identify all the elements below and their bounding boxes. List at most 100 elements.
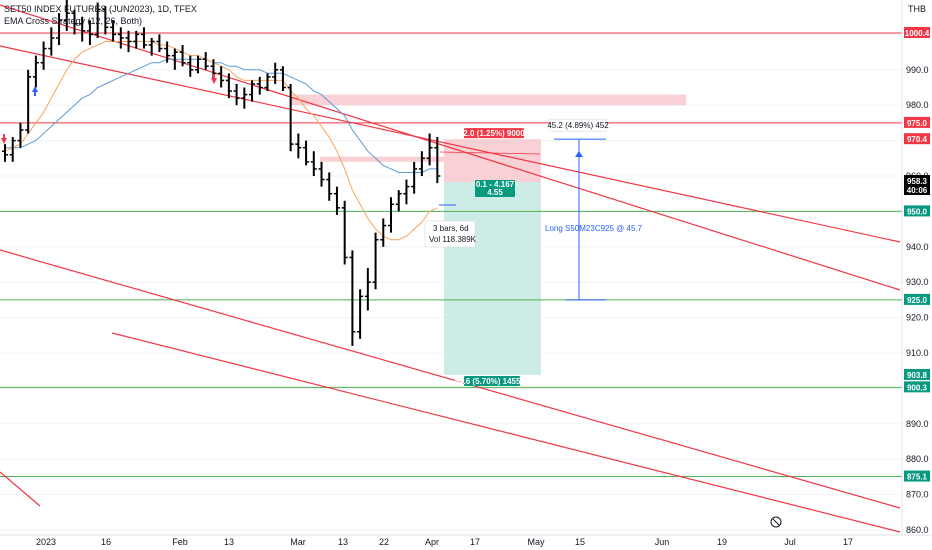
time-tick: Jul bbox=[784, 537, 796, 547]
level-tag bbox=[904, 470, 930, 482]
price-bar bbox=[48, 27, 55, 56]
measure-label: 45.2 (4.89%) 452 bbox=[547, 121, 609, 130]
time-tick: Feb bbox=[172, 537, 188, 547]
price-tick: 920.0 bbox=[906, 313, 929, 323]
price-bar bbox=[287, 83, 294, 152]
price-bars bbox=[2, 0, 441, 346]
entry-label-ratio: 4.55 bbox=[487, 188, 503, 197]
price-bar bbox=[310, 151, 317, 176]
event-icon-mark bbox=[772, 518, 780, 526]
time-axis[interactable]: 2023 16 Feb 13 Mar 13 22 Apr 17 May 15 Jun 19 Jul 17 bbox=[0, 516, 932, 547]
price-tick: 890.0 bbox=[906, 419, 929, 429]
long-order-label: Long S50M23C925 @ 45.7 bbox=[545, 224, 643, 233]
symbol-title: SET50 INDEX FUTURES (JUN2023), 1D, TFEX bbox=[4, 4, 197, 14]
time-tick: 2023 bbox=[36, 537, 56, 547]
channel-line bbox=[111, 332, 901, 533]
price-bar bbox=[256, 76, 263, 95]
price-bar bbox=[125, 30, 132, 53]
price-bar bbox=[395, 190, 402, 212]
price-bar bbox=[233, 83, 240, 106]
price-bar bbox=[2, 144, 8, 162]
price-bar bbox=[241, 87, 248, 109]
price-bar bbox=[318, 161, 325, 187]
level-tag-label: 950.0 bbox=[907, 207, 928, 216]
range-box bbox=[424, 220, 476, 248]
sell-signal-arrow-icon bbox=[211, 74, 217, 84]
time-tick: 13 bbox=[224, 537, 234, 547]
price-tick: 870.0 bbox=[906, 490, 929, 500]
price-tick: 990.0 bbox=[906, 65, 929, 75]
range-label: 3 bars, 6d bbox=[433, 224, 469, 233]
price-bar bbox=[140, 27, 147, 49]
price-bar bbox=[434, 137, 441, 184]
channel-line bbox=[0, 45, 901, 243]
level-tag bbox=[904, 293, 930, 305]
axis-tag-label: 903.8 bbox=[907, 371, 928, 380]
channel-line bbox=[0, 249, 901, 509]
price-bar bbox=[171, 48, 178, 70]
level-tag bbox=[904, 205, 930, 217]
price-bar bbox=[117, 27, 124, 49]
entry-label-box bbox=[475, 180, 515, 198]
price-axis[interactable]: 860.0 870.0 880.0 890.0 910.0 920.0 930.0 940.0… bbox=[901, 0, 930, 535]
sell-signal-arrow-icon bbox=[1, 134, 7, 144]
price-bar bbox=[403, 179, 410, 205]
price-bar bbox=[148, 37, 155, 56]
level-tag-label: 900.3 bbox=[907, 383, 928, 392]
time-tick: 15 bbox=[575, 537, 585, 547]
price-bar bbox=[63, 0, 70, 31]
axis-tag bbox=[904, 368, 930, 380]
measure-arrow-icon bbox=[575, 151, 583, 157]
price-bar bbox=[272, 62, 279, 84]
price-bar bbox=[71, 9, 78, 35]
price-bar bbox=[56, 13, 63, 46]
horizontal-levels bbox=[0, 32, 902, 478]
time-tick: Apr bbox=[425, 537, 439, 547]
price-bar bbox=[195, 55, 201, 74]
axis-tag bbox=[904, 133, 930, 145]
volume-label: Vol 118.389K bbox=[429, 235, 477, 244]
price-bar bbox=[164, 41, 171, 63]
entry-label-qty: 0.1 - 4.167 bbox=[476, 180, 515, 189]
level-tag bbox=[904, 26, 930, 38]
time-tick: 22 bbox=[379, 537, 389, 547]
price-bar bbox=[249, 80, 256, 102]
price-bar bbox=[25, 69, 32, 134]
price-bar bbox=[40, 41, 47, 70]
stop-label-box bbox=[464, 128, 524, 139]
price-bar bbox=[156, 34, 163, 53]
price-bar bbox=[79, 16, 86, 42]
level-tag-label: 1000.4 bbox=[905, 29, 930, 38]
price-bar bbox=[187, 55, 194, 77]
price-bar bbox=[225, 73, 232, 99]
price-tick: 940.0 bbox=[906, 242, 929, 252]
ema-slow-line bbox=[5, 58, 438, 173]
price-bar bbox=[372, 232, 379, 290]
price-bar bbox=[357, 289, 364, 339]
resistance-zone-small bbox=[320, 156, 445, 162]
take-profit-zone bbox=[444, 182, 541, 375]
current-price-label: 958.3 bbox=[907, 177, 928, 186]
buy-signal-arrow-icon bbox=[32, 86, 38, 96]
price-bar bbox=[388, 197, 394, 233]
price-bar bbox=[264, 73, 271, 92]
channel-line bbox=[439, 151, 541, 155]
level-tag bbox=[904, 116, 930, 128]
price-tick: 910.0 bbox=[906, 348, 929, 358]
axis-tag-label: 970.4 bbox=[907, 135, 928, 144]
price-bar bbox=[133, 30, 140, 49]
level-tag-label: 975.0 bbox=[907, 119, 928, 128]
time-tick: 16 bbox=[101, 537, 111, 547]
price-tick: 860.0 bbox=[906, 525, 929, 535]
time-tick: 17 bbox=[470, 537, 480, 547]
price-bar bbox=[179, 45, 186, 67]
price-bar bbox=[418, 151, 425, 176]
measure-box bbox=[549, 118, 607, 132]
annotations: 12.0 (1.25%) 90000 54.6 (5.70%) 145500 0.1… bbox=[1, 74, 643, 386]
price-bar bbox=[94, 2, 101, 38]
target-label: 54.6 (5.70%) 145500 bbox=[455, 377, 530, 386]
target-label-box bbox=[464, 375, 520, 386]
price-bar bbox=[110, 20, 117, 42]
